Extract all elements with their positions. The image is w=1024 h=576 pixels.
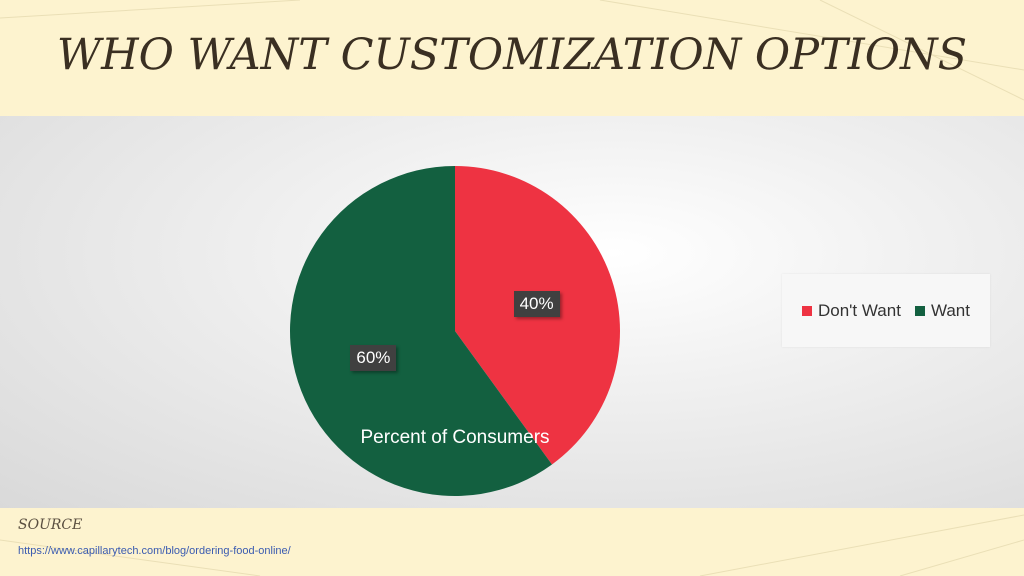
source-label: SOURCE: [18, 517, 83, 533]
data-label-dont-want: 40%: [513, 291, 560, 318]
legend-item-dont-want: Don't Want: [802, 301, 901, 321]
legend-swatch-dont-want: [802, 305, 812, 316]
series-name-label: Percent of Consumers: [360, 426, 550, 448]
legend-swatch-want: [914, 305, 925, 316]
data-label-want: 60%: [350, 344, 397, 371]
slide-title: WHO WANT CUSTOMIZATION OPTIONS: [56, 30, 968, 80]
legend-label-want: Want: [930, 300, 970, 320]
source-link[interactable]: https://www.capillarytech.com/blog/order…: [18, 545, 291, 557]
chart-area: 40% 60% Percent of Consumers Don't Want …: [0, 116, 1024, 508]
legend-label-dont-want: Don't Want: [818, 300, 901, 320]
pie-slice-want: [289, 166, 552, 496]
legend-item-want: Want: [914, 300, 970, 321]
chart-legend: Don't Want Want: [782, 274, 990, 347]
